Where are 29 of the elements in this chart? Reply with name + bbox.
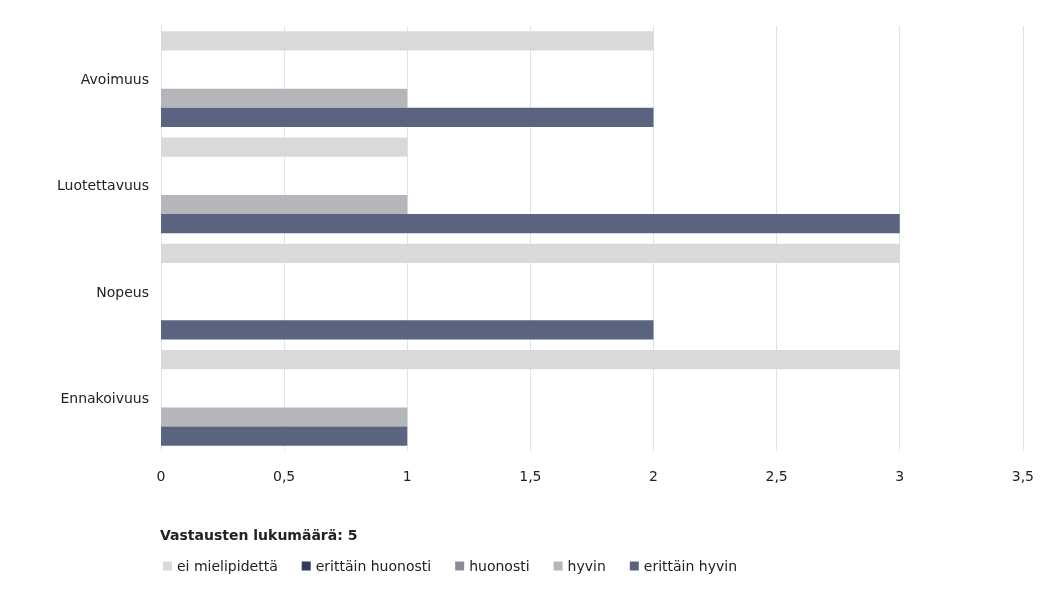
y-tick-label: Avoimuus <box>80 71 149 88</box>
x-tick-label: 2 <box>649 468 658 484</box>
bar <box>161 214 900 234</box>
bar <box>161 426 408 446</box>
x-tick-label: 0,5 <box>272 468 296 484</box>
y-tick-label: Ennakoivuus <box>60 389 149 406</box>
legend-label: ei mielipidettä <box>177 558 278 574</box>
y-tick-label: Nopeus <box>96 283 149 300</box>
bar <box>161 137 408 157</box>
legend-label: huonosti <box>469 558 530 574</box>
bar <box>161 243 900 263</box>
bar <box>161 350 900 370</box>
bar <box>161 320 654 340</box>
x-tick-label: 3,5 <box>1011 468 1034 484</box>
bar <box>161 407 408 427</box>
legend-label: erittäin huonosti <box>315 558 432 574</box>
bar <box>161 31 654 51</box>
y-tick-label: Luotettavuus <box>57 177 149 194</box>
x-tick-label: 2,5 <box>765 468 788 484</box>
text: Vastausten lukumäärä: 5 <box>160 527 358 543</box>
bar <box>161 194 408 215</box>
x-tick-label: 3 <box>895 468 905 484</box>
bar <box>161 107 654 127</box>
x-tick-label: 1 <box>402 468 412 484</box>
x-tick-label: 1,5 <box>519 468 542 484</box>
bar <box>161 88 408 108</box>
legend-label: hyvin <box>567 558 606 574</box>
x-tick-label: 0 <box>156 468 166 484</box>
legend-label: erittäin hyvin <box>643 558 738 574</box>
